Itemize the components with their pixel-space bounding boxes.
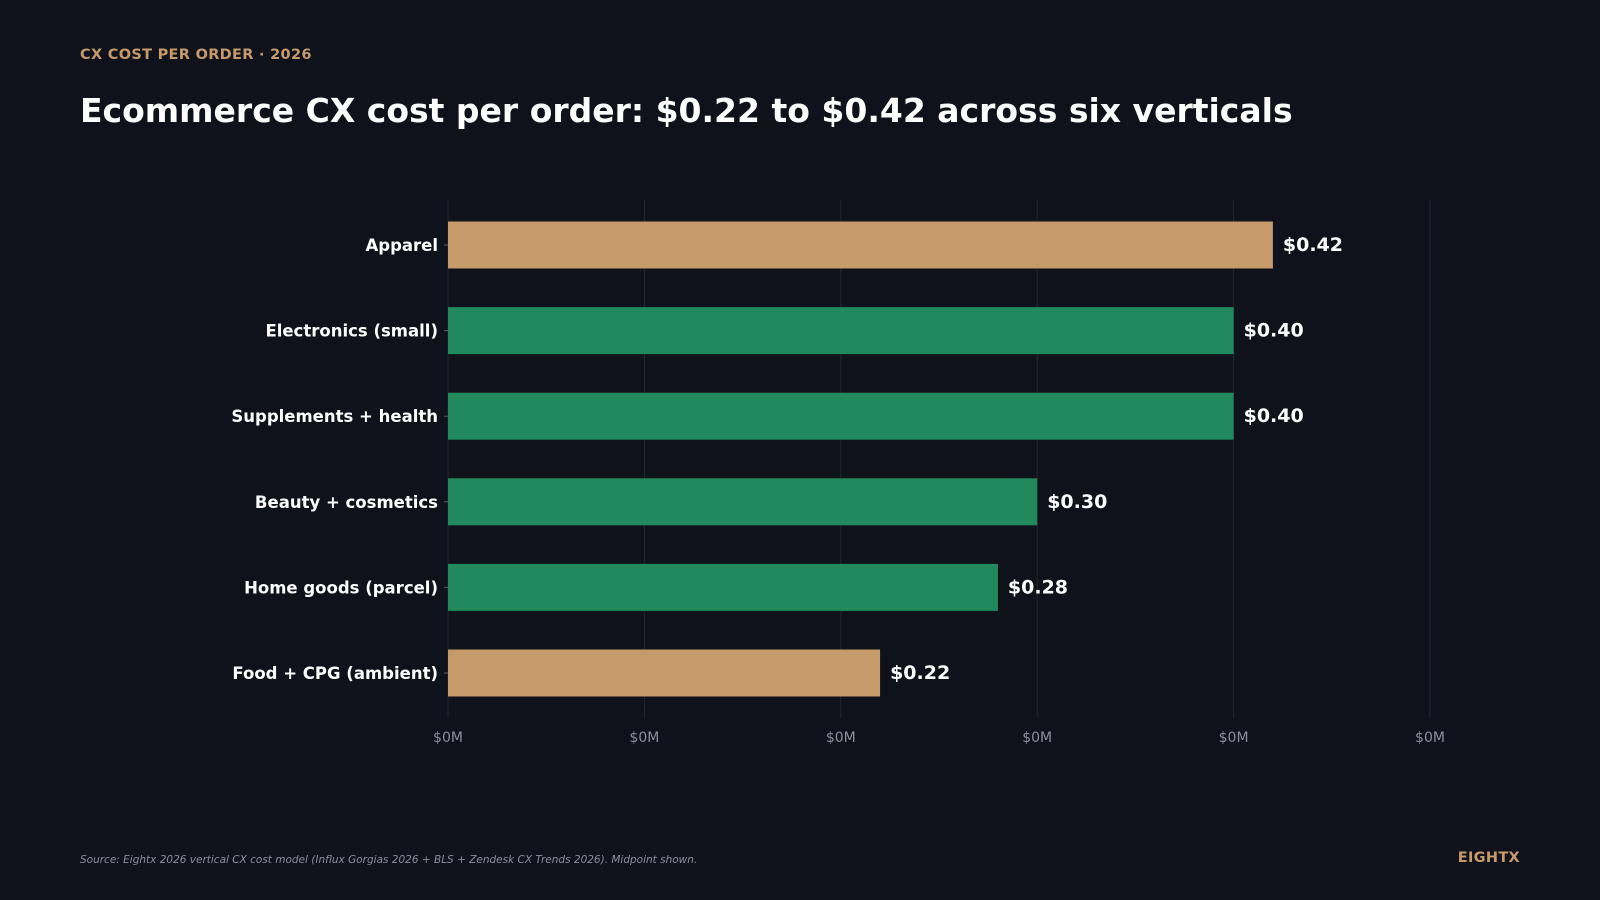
bar <box>448 649 881 697</box>
data-label: $0.40 <box>1244 405 1304 427</box>
data-label: $0.28 <box>1008 576 1068 598</box>
bar <box>448 221 1273 269</box>
chart-title: Ecommerce CX cost per order: $0.22 to $0… <box>80 91 1293 130</box>
x-tick-label: $0M <box>629 730 659 746</box>
source-note: Source: Eightx 2026 vertical CX cost mod… <box>80 854 698 866</box>
data-label: $0.42 <box>1283 234 1343 256</box>
category-label: Supplements + health <box>231 407 438 426</box>
data-label: $0.22 <box>890 662 950 684</box>
data-label: $0.30 <box>1047 491 1107 513</box>
grid-lines <box>447 200 1431 718</box>
x-tick-label: $0M <box>1415 730 1445 746</box>
x-tick-label: $0M <box>826 730 856 746</box>
category-label: Beauty + cosmetics <box>255 493 438 512</box>
bars <box>448 221 1273 697</box>
bar <box>448 392 1234 440</box>
chart-eyebrow: CX COST PER ORDER · 2026 <box>80 47 312 63</box>
data-label: $0.40 <box>1244 320 1304 342</box>
x-tick-label: $0M <box>433 730 463 746</box>
category-label: Apparel <box>365 236 438 255</box>
brand-logo: EIGHTX <box>1457 850 1520 866</box>
category-labels: Apparel Electronics (small) Supplements + … <box>231 236 448 683</box>
value-labels: $0.42 $0.40 $0.40 $0.30 $0.28 $0.22 <box>890 234 1343 684</box>
category-label: Home goods (parcel) <box>244 578 438 597</box>
bar <box>448 307 1234 355</box>
x-tick-label: $0M <box>1022 730 1052 746</box>
bar <box>448 563 998 611</box>
x-tick-label: $0M <box>1219 730 1249 746</box>
x-tick-labels: $0M $0M $0M $0M $0M $0M <box>433 730 1445 746</box>
bar <box>448 478 1038 526</box>
category-label: Electronics (small) <box>265 322 438 341</box>
category-label: Food + CPG (ambient) <box>232 664 438 683</box>
